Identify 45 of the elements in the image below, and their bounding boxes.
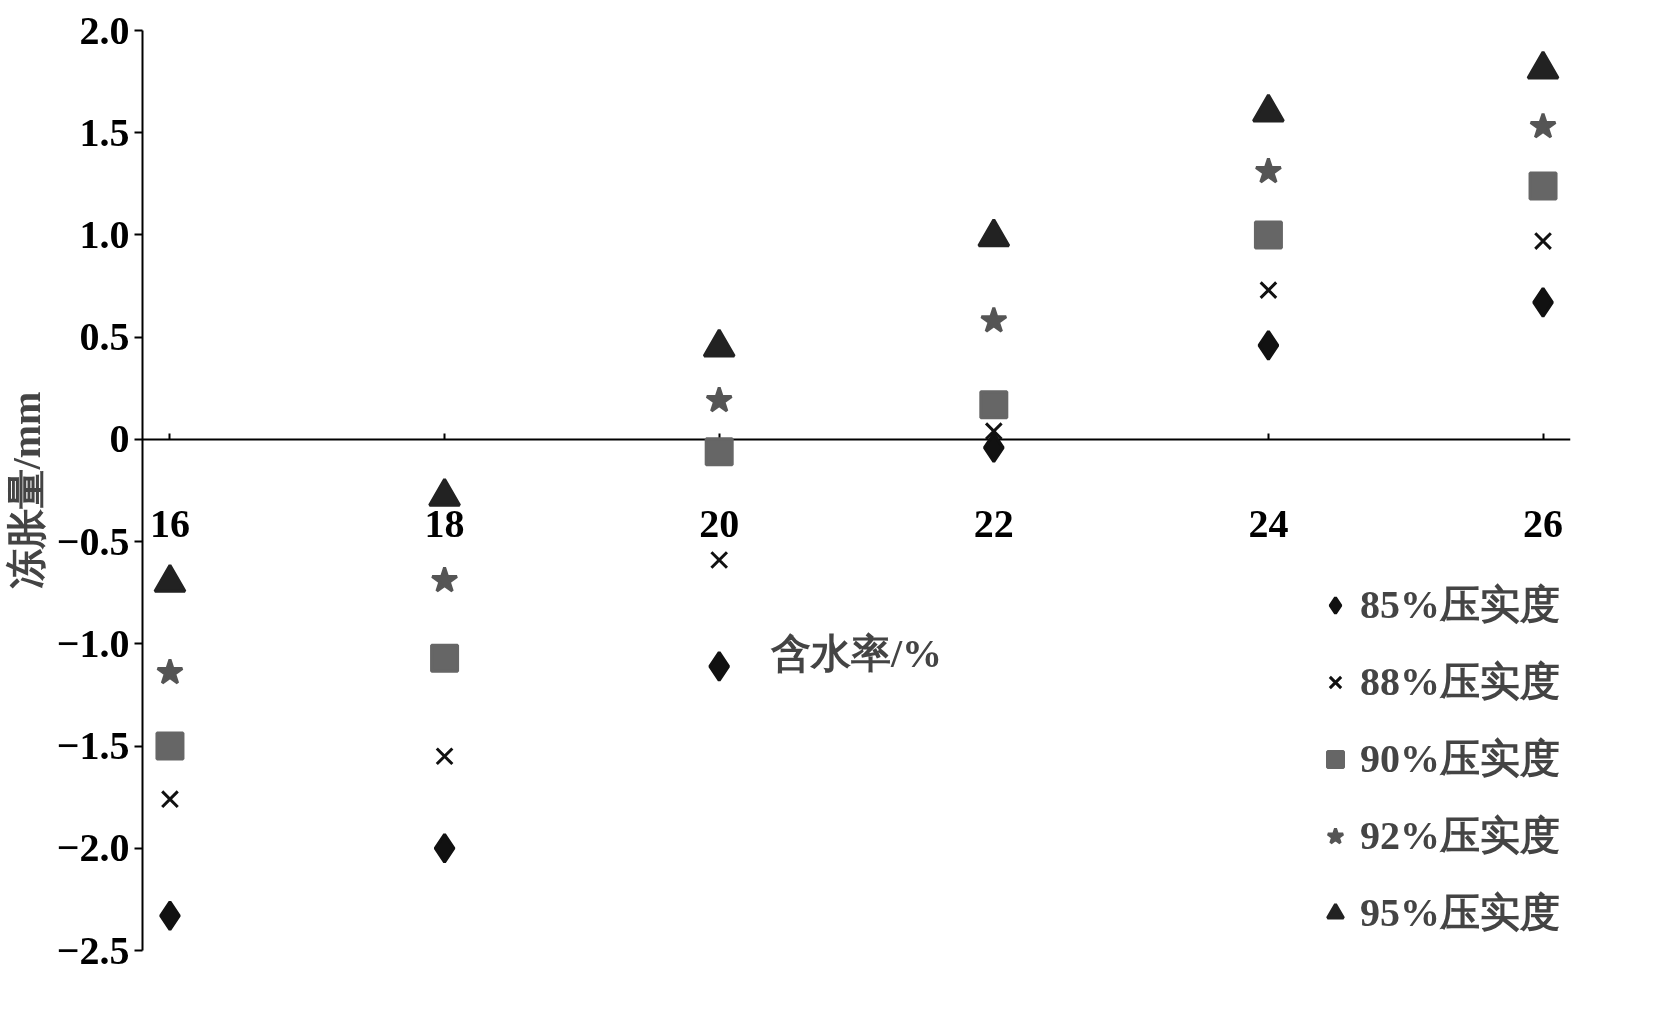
legend-label: 92%压实度 — [1360, 812, 1560, 860]
point — [1529, 112, 1557, 139]
point — [155, 731, 185, 761]
point — [984, 421, 1004, 441]
point — [1533, 231, 1553, 251]
point — [1253, 220, 1283, 250]
y-tick-label: 0 — [109, 416, 130, 462]
y-tick-label: −2.0 — [56, 825, 130, 871]
point — [704, 437, 734, 467]
point — [156, 657, 184, 685]
y-tick-label: −1.5 — [56, 723, 130, 769]
point — [430, 643, 460, 673]
point — [979, 390, 1009, 420]
y-tick-label: −0.5 — [56, 518, 130, 564]
point — [979, 306, 1008, 333]
point — [160, 789, 180, 809]
y-tick-label: 1.0 — [79, 211, 130, 257]
point — [982, 432, 1005, 464]
x-tick-label: 18 — [424, 501, 465, 547]
point — [1257, 329, 1280, 361]
x-axis-title: 含水率/% — [769, 630, 943, 676]
x-tick-label: 26 — [1523, 501, 1564, 547]
y-tick-label: 0.5 — [79, 314, 130, 360]
point — [709, 550, 729, 570]
point — [705, 386, 734, 413]
y-tick-label: 1.5 — [79, 109, 130, 155]
y-tick-label: −2.5 — [56, 927, 130, 973]
legend-label: 95%压实度 — [1360, 889, 1560, 937]
legend-label: 90%压实度 — [1360, 735, 1560, 783]
point — [1259, 280, 1278, 300]
legend-label: 85%压实度 — [1360, 581, 1560, 629]
point — [433, 832, 456, 864]
x-tick-label: 24 — [1248, 501, 1289, 547]
x-tick-label: 22 — [973, 501, 1014, 547]
point — [1254, 157, 1283, 184]
x-tick-label: 20 — [699, 501, 740, 547]
point — [430, 565, 459, 593]
point — [435, 747, 454, 766]
point — [1528, 171, 1558, 201]
legend-label: 88%压实度 — [1360, 658, 1560, 706]
x-tick-label: 16 — [149, 501, 190, 547]
y-tick-label: 2.0 — [79, 7, 130, 53]
y-axis-title: 冻胀量/mm — [3, 391, 49, 590]
y-tick-label: −1.0 — [56, 620, 130, 666]
point — [708, 650, 731, 682]
